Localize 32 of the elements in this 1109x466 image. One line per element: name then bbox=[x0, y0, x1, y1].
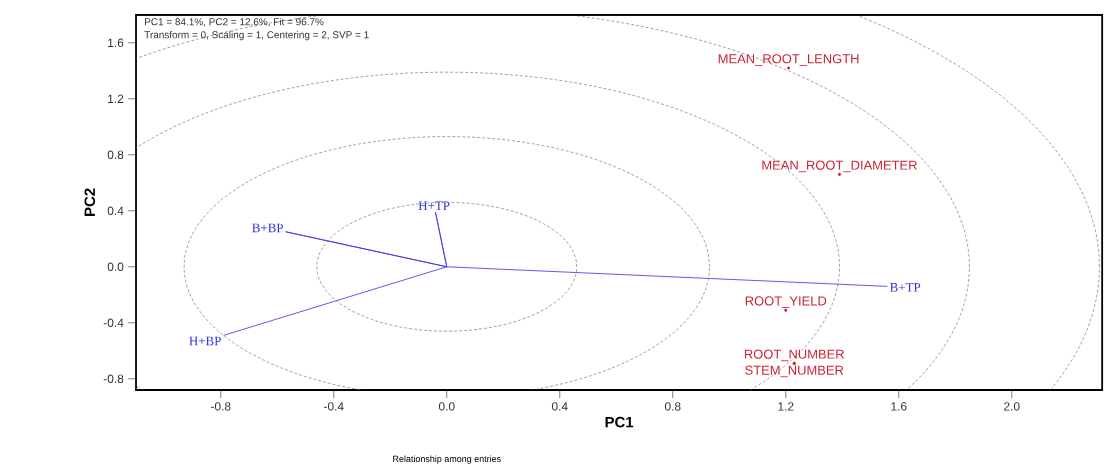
y-tick-label: 0.0 bbox=[107, 262, 124, 272]
annotation: Transform = 0, Scaling = 1, Centering = 2, SVP = 1 bbox=[144, 30, 369, 41]
x-tick-label: -0.8 bbox=[210, 402, 231, 411]
line-series bbox=[223, 211, 888, 336]
x-tick-label: 0.0 bbox=[438, 402, 455, 411]
x-tick-label: 2.0 bbox=[1004, 402, 1020, 411]
y-tick-label: 0.4 bbox=[107, 206, 124, 216]
x-tick-label: 0.4 bbox=[551, 402, 568, 411]
y-tick-label: -0.8 bbox=[103, 374, 124, 384]
data-label: ROOT_NUMBER bbox=[744, 349, 844, 362]
y-tick-label: -0.4 bbox=[103, 318, 124, 328]
x-tick-label: 1.2 bbox=[778, 402, 794, 411]
data-label: H+BP bbox=[189, 336, 221, 346]
annotation: PC1 = 84.1%, PC2 = 12.6%, Fit = 96.7% bbox=[145, 17, 324, 27]
y-tick-label: 1.6 bbox=[108, 38, 124, 48]
data-label: B+BP bbox=[252, 223, 284, 233]
data-label: STEM_NUMBER bbox=[745, 365, 844, 378]
point bbox=[784, 308, 788, 312]
x-tick-label: 0.8 bbox=[664, 402, 681, 411]
y-tick-label: 1.2 bbox=[108, 94, 124, 103]
point bbox=[787, 66, 791, 70]
x-tick-label: -0.4 bbox=[323, 402, 344, 411]
text: Relationship among entries bbox=[393, 455, 501, 464]
data-label: ROOT_YIELD bbox=[745, 296, 827, 308]
x-axis-title: PC1 bbox=[605, 416, 634, 428]
data-label: B+TP bbox=[890, 283, 921, 292]
data-label: MEAN_ROOT_LENGTH bbox=[718, 54, 859, 66]
y-axis-title: PC2 bbox=[84, 188, 96, 216]
data-label: MEAN_ROOT_DIAMETER bbox=[762, 160, 917, 173]
data-label: H+TP bbox=[418, 201, 450, 210]
x-tick-label: 1.6 bbox=[891, 402, 907, 411]
y-tick-label: 0.8 bbox=[107, 150, 124, 160]
